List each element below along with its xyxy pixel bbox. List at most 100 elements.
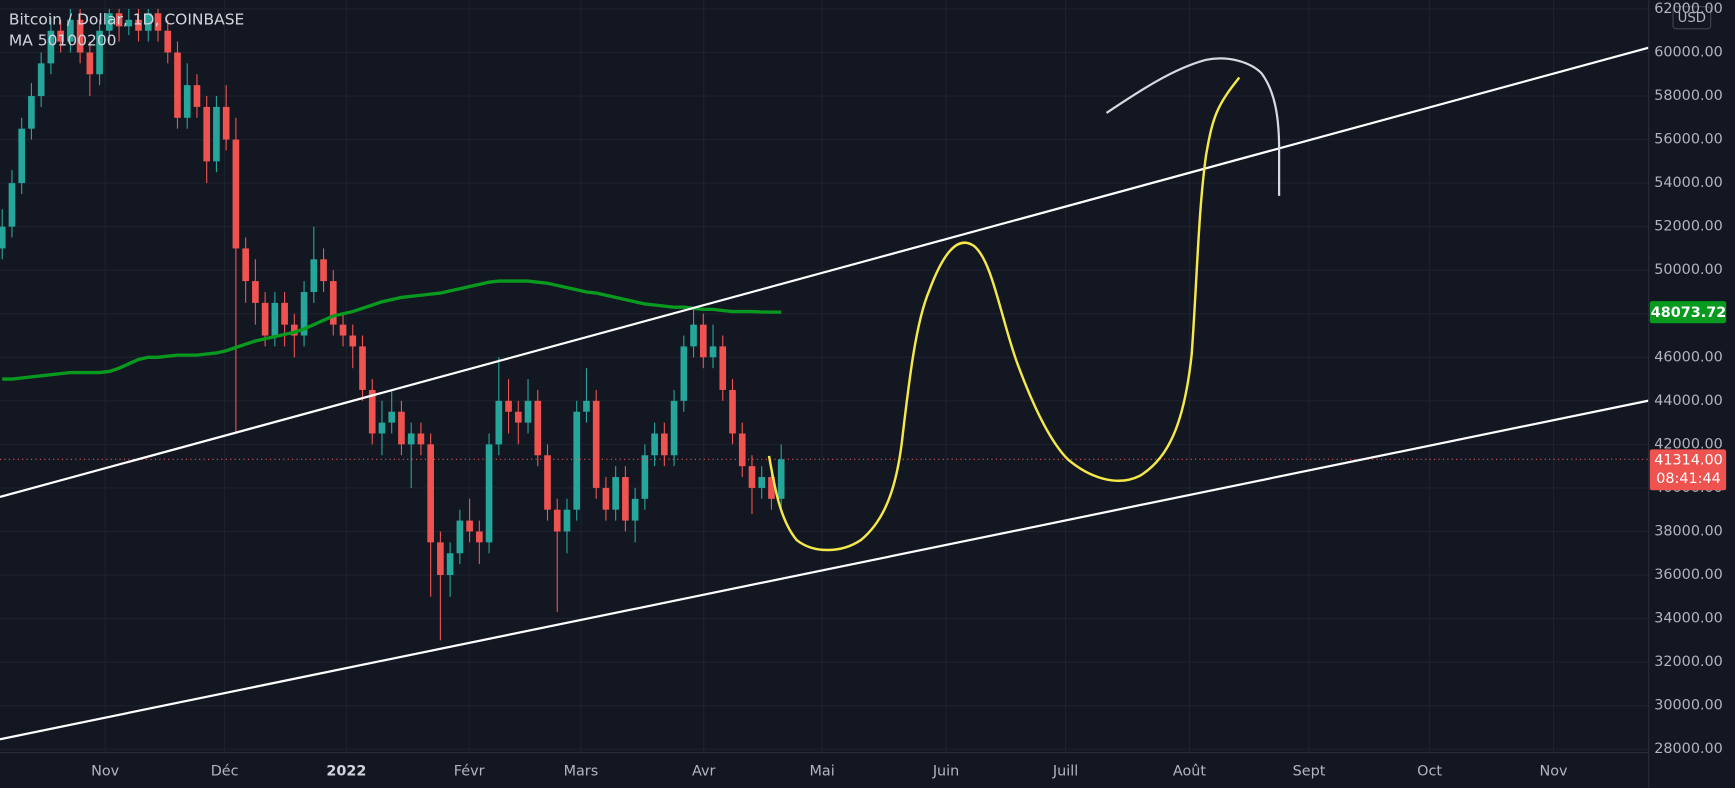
candle-body <box>135 19 142 31</box>
candle-body <box>485 444 493 543</box>
candle-body <box>544 455 551 510</box>
candle-body <box>417 433 425 445</box>
candle-body <box>339 324 347 336</box>
candle-body <box>115 13 123 27</box>
chart-title: Bitcoin / Dollar, 1D, COINBASE <box>9 11 244 29</box>
x-tick-label: 2022 <box>326 763 366 779</box>
drawing-white <box>1105 57 1281 196</box>
y-tick-label: 52000.00 <box>1654 219 1723 235</box>
x-tick-label: Avr <box>692 763 715 779</box>
candle-body <box>398 411 405 445</box>
candle-body <box>573 411 581 510</box>
candle-body <box>407 433 415 445</box>
candle-body <box>67 19 74 42</box>
x-tick-label: Nov <box>1540 763 1569 779</box>
candle-body <box>690 324 697 347</box>
candle-body <box>719 346 727 390</box>
candle-body <box>18 128 26 184</box>
candle-body <box>622 477 629 521</box>
x-tick-label: Août <box>1173 763 1206 779</box>
candle-body <box>466 520 473 532</box>
candle-body <box>106 13 113 31</box>
candle-body <box>0 226 6 249</box>
y-tick-label: 46000.00 <box>1654 349 1723 365</box>
candle-body <box>729 389 736 434</box>
candle-body <box>699 324 707 358</box>
candle-body <box>388 411 396 423</box>
candle-body <box>96 30 103 75</box>
candle-body <box>612 477 619 510</box>
candle-body <box>144 13 152 31</box>
candle-body <box>291 324 298 336</box>
ma-line <box>2 279 782 381</box>
candle-body <box>242 248 249 282</box>
candle-body <box>232 139 240 249</box>
last-price-label: 41314.00 <box>1654 452 1723 468</box>
candle-body <box>154 13 162 31</box>
y-tick-label: 62000.00 <box>1654 1 1723 17</box>
candle-body <box>748 466 756 488</box>
candle-body <box>602 487 610 510</box>
drawing-yellow <box>767 76 1241 552</box>
candle-body <box>300 291 308 336</box>
ma-price-tag <box>1649 301 1727 324</box>
ma-price-label: 48073.72 <box>1651 305 1726 321</box>
candle-body <box>281 302 288 325</box>
candle-body <box>524 400 532 423</box>
candle-body <box>505 400 512 412</box>
candle-body <box>641 455 649 499</box>
candle-body <box>37 63 45 97</box>
candle-body <box>476 531 483 543</box>
y-tick-label: 36000.00 <box>1654 567 1723 583</box>
candle-body <box>193 85 201 107</box>
candle-body <box>125 19 133 27</box>
y-tick-label: 60000.00 <box>1654 44 1723 60</box>
y-tick-label: 42000.00 <box>1654 436 1723 452</box>
candle-body <box>222 106 230 140</box>
candle-body <box>456 520 464 554</box>
candle-body <box>446 553 454 576</box>
candle-body <box>592 400 600 488</box>
y-tick-label: 38000.00 <box>1654 523 1723 539</box>
last-price-tag <box>1649 449 1727 491</box>
candle-body <box>777 459 785 499</box>
x-tick-label: Mars <box>564 763 599 779</box>
candle-body <box>514 411 522 423</box>
x-tick-label: Déc <box>211 763 239 779</box>
candle-body <box>495 400 503 445</box>
candle-body <box>437 542 444 576</box>
candle-body <box>271 302 279 336</box>
candle-body <box>329 281 337 325</box>
candle-body <box>709 346 717 358</box>
candle-body <box>320 259 327 282</box>
currency-box[interactable] <box>1672 6 1712 30</box>
candle-body <box>651 433 658 456</box>
currency: USD <box>1678 11 1706 26</box>
candle-body <box>680 346 688 401</box>
candle-body <box>378 422 386 434</box>
y-tick-label: 58000.00 <box>1654 88 1723 104</box>
x-tick-label: Nov <box>91 763 120 779</box>
x-tick-label: Sept <box>1293 763 1326 779</box>
x-tick-label: Févr <box>454 763 485 779</box>
candle-body <box>368 389 376 434</box>
y-tick-label: 44000.00 <box>1654 393 1723 409</box>
candle-body <box>670 400 678 456</box>
candle-body <box>86 52 94 75</box>
candle-body <box>661 433 668 456</box>
candle-body <box>47 30 55 64</box>
x-tick-label: Oct <box>1417 763 1442 779</box>
candle-body <box>768 477 775 499</box>
y-tick-label: 50000.00 <box>1654 262 1723 278</box>
x-tick-label: Mai <box>810 763 835 779</box>
trendline-lower <box>0 399 1649 741</box>
candle-body <box>252 281 259 303</box>
y-tick-label: 54000.00 <box>1654 175 1723 191</box>
x-tick-label: Juin <box>932 763 959 779</box>
candle-body <box>563 509 571 532</box>
y-tick-label: 28000.00 <box>1654 741 1723 757</box>
candle-body <box>631 498 639 521</box>
x-tick-label: Juill <box>1052 763 1078 779</box>
